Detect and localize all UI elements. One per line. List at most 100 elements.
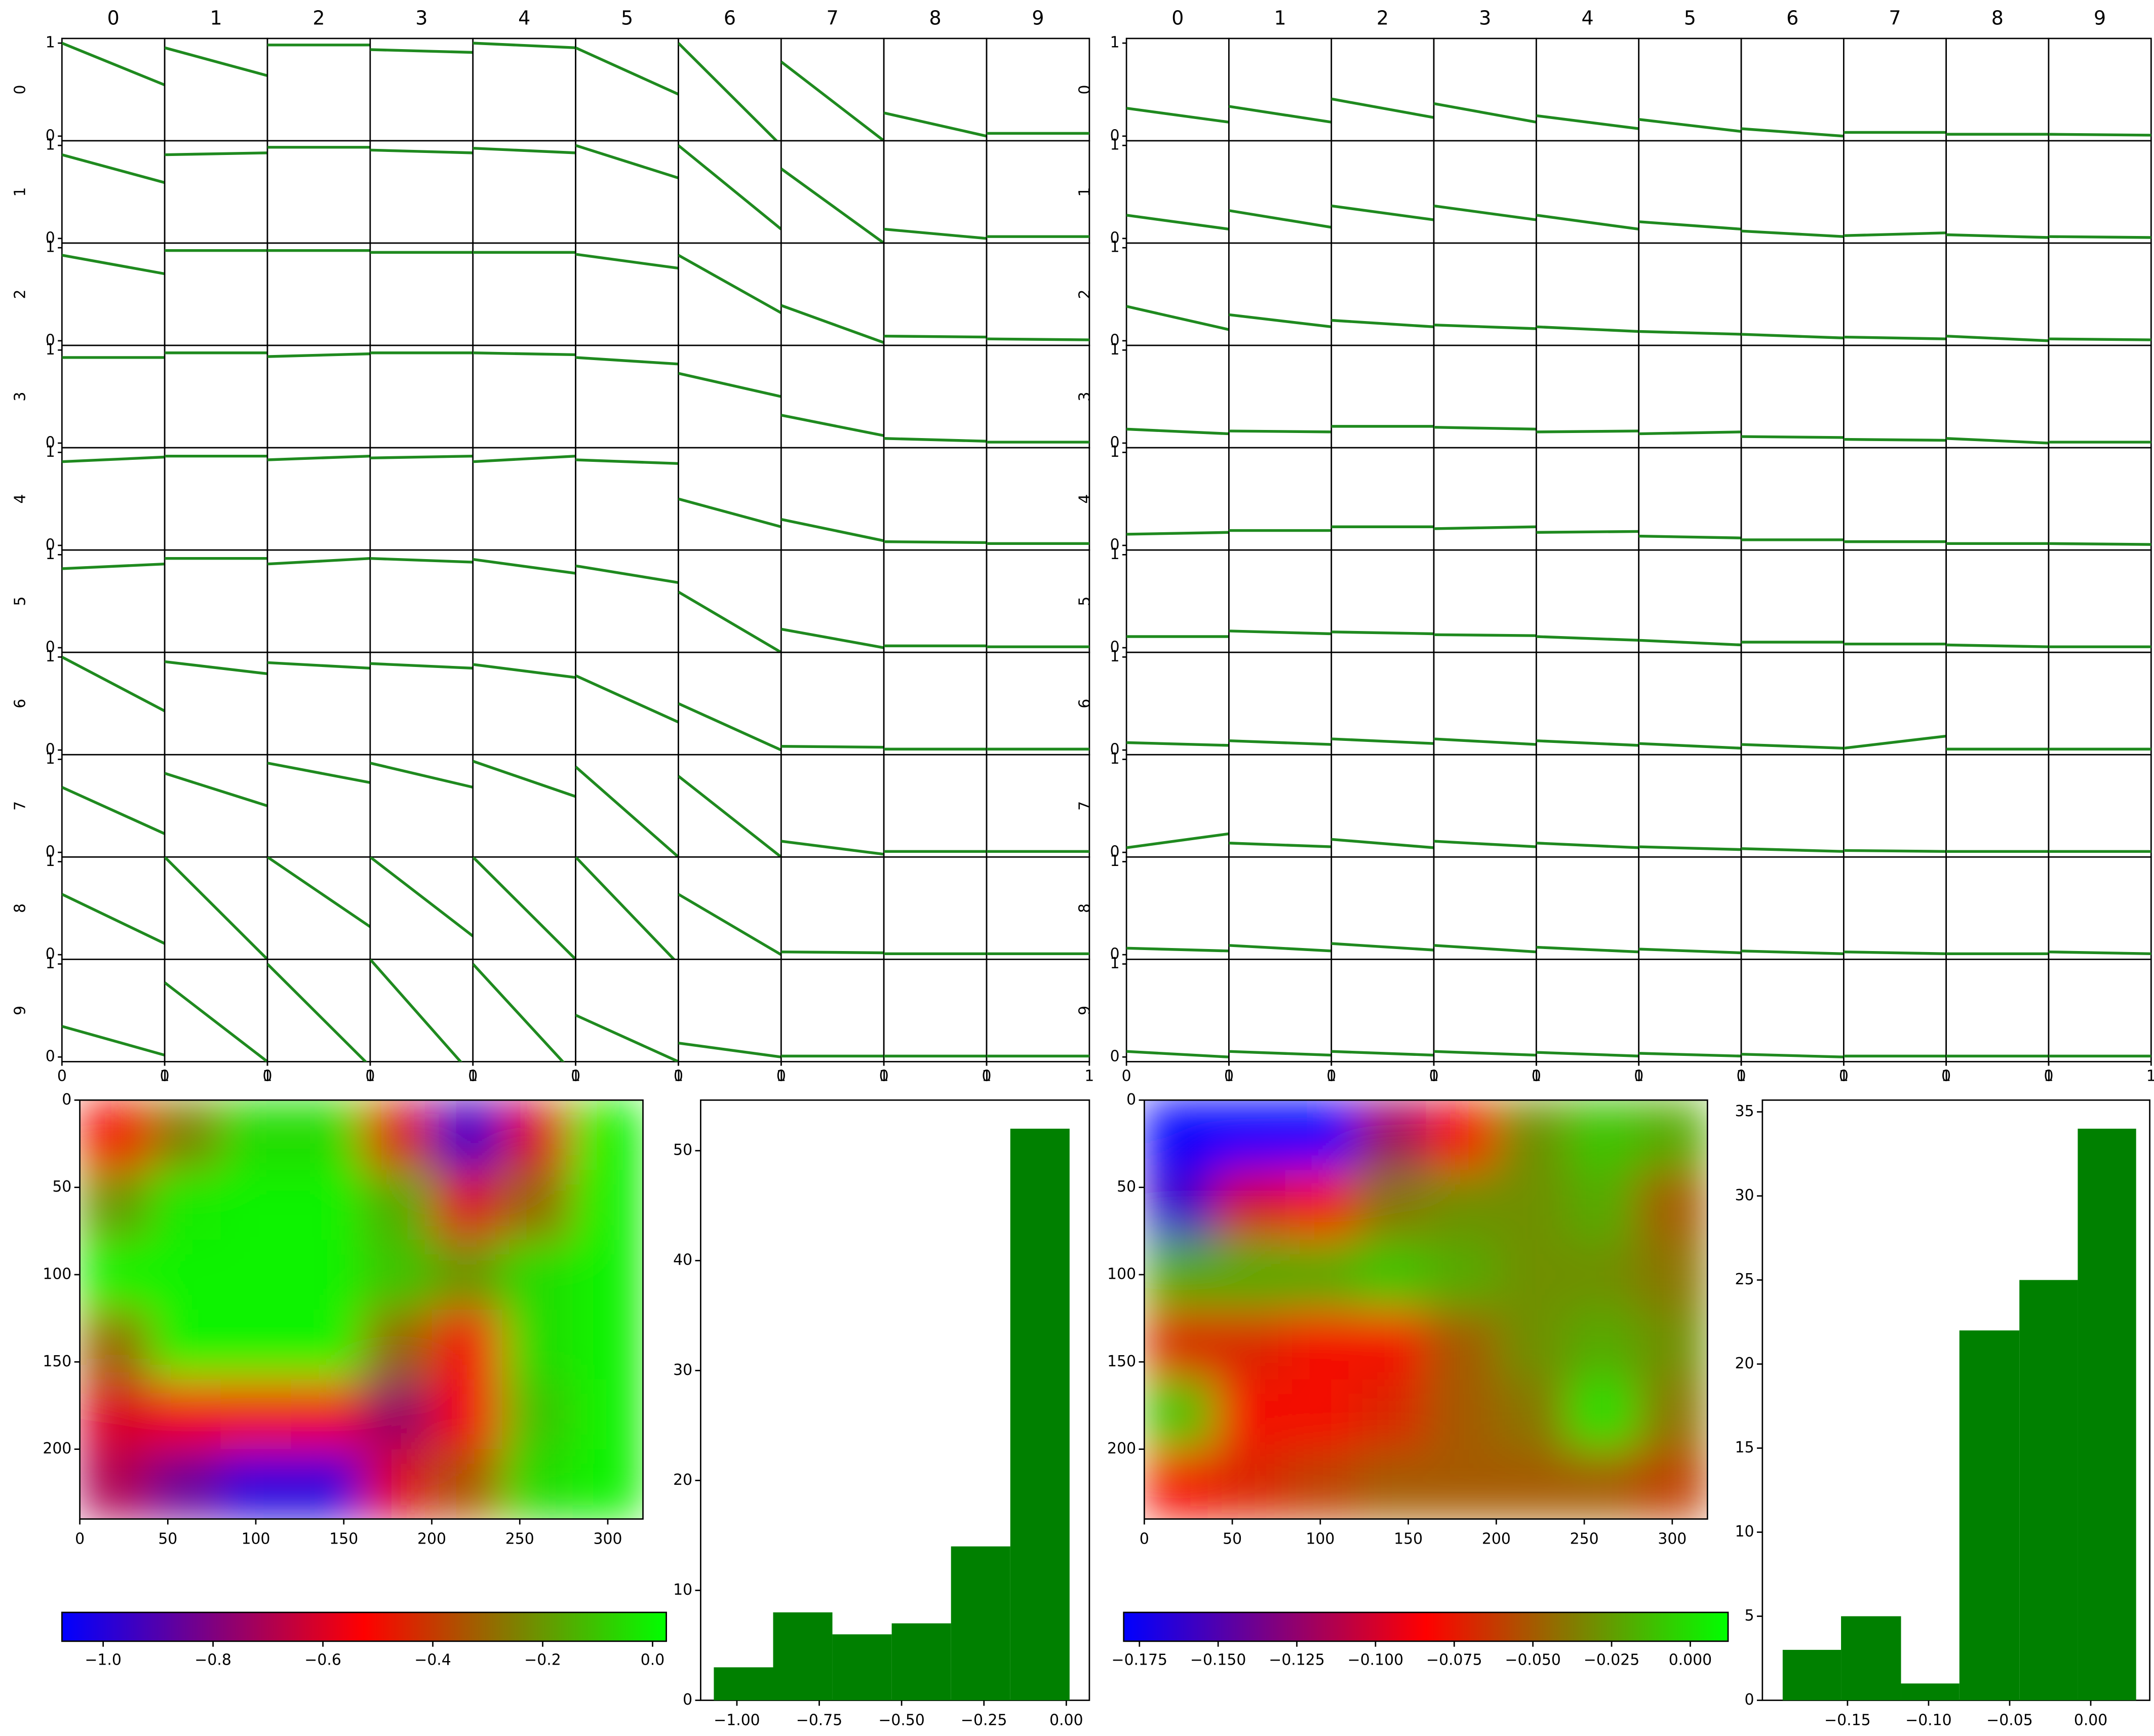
subplot-frame bbox=[1638, 958, 1742, 1062]
y-tick-label: 0 bbox=[1745, 1691, 1754, 1709]
fit-line bbox=[2048, 235, 2151, 239]
x-tick-label: 0 bbox=[776, 1068, 786, 1085]
colorbar bbox=[61, 1611, 667, 1642]
x-tick-label: 0 bbox=[263, 1068, 272, 1085]
heatmap-cell bbox=[1566, 1379, 1638, 1450]
heatmap-cell bbox=[1355, 1449, 1427, 1519]
fit-line bbox=[370, 662, 473, 670]
fit-line bbox=[473, 146, 576, 154]
subplot-frame bbox=[1125, 37, 1230, 142]
y-tick-label: 1 bbox=[1110, 852, 1120, 870]
fit-line bbox=[1946, 233, 2049, 239]
subplot-frame bbox=[678, 856, 782, 960]
subplot-frame bbox=[1228, 856, 1333, 960]
heatmap-cell bbox=[432, 1170, 503, 1241]
x-tick-label: 1 bbox=[468, 1068, 478, 1085]
subplot-frame bbox=[369, 344, 474, 449]
subplot-frame bbox=[575, 242, 679, 346]
colorbar-tick-label: −0.2 bbox=[524, 1651, 561, 1669]
heatmap-cell bbox=[1285, 1170, 1356, 1241]
subplot-frame bbox=[61, 344, 166, 449]
subplot-frame bbox=[1433, 856, 1537, 960]
subplot-frame bbox=[1843, 344, 1947, 449]
subplot-frame bbox=[1945, 242, 2050, 346]
subplot-frame bbox=[164, 140, 268, 244]
fit-line bbox=[1229, 313, 1331, 329]
heatmap-cell bbox=[502, 1449, 573, 1519]
colorbar-tick-label: −0.8 bbox=[194, 1651, 231, 1669]
heatmap-cell bbox=[80, 1100, 151, 1171]
x-tick-label: 0 bbox=[1737, 1068, 1746, 1085]
fit-line bbox=[1229, 1050, 1331, 1057]
subplot-frame bbox=[1433, 549, 1537, 653]
subplot-frame bbox=[780, 958, 885, 1062]
fit-line bbox=[1844, 438, 1946, 442]
y-tick-label: 0 bbox=[46, 1048, 55, 1066]
fit-line bbox=[1536, 842, 1639, 849]
x-tick-label: 0 bbox=[1941, 1068, 1951, 1085]
subplot-frame bbox=[472, 651, 576, 756]
fit-line bbox=[62, 893, 165, 945]
column-label: 5 bbox=[621, 7, 633, 29]
fit-line bbox=[1331, 630, 1434, 636]
subplot-frame bbox=[1330, 37, 1435, 142]
subplot-frame bbox=[1330, 856, 1435, 960]
fit-line bbox=[1638, 845, 1742, 851]
subplot-frame bbox=[1330, 447, 1435, 551]
x-tick-label: 0 bbox=[571, 1068, 580, 1085]
heatmap-cell bbox=[572, 1379, 643, 1450]
x-tick-label: 1 bbox=[2044, 1068, 2053, 1085]
fit-line bbox=[575, 144, 679, 180]
heatmap-cell bbox=[291, 1309, 362, 1380]
fit-line bbox=[575, 674, 679, 724]
subplot-frame bbox=[164, 37, 268, 142]
heatmap-cell bbox=[1637, 1449, 1708, 1519]
subplot-frame bbox=[1125, 651, 1230, 756]
subplot-frame bbox=[2048, 242, 2152, 346]
subplot-frame bbox=[1843, 958, 1947, 1062]
heatmap-cell bbox=[291, 1379, 362, 1450]
colorbar-tick-label: −0.050 bbox=[1505, 1651, 1560, 1669]
hist-bar bbox=[714, 1667, 773, 1701]
subplot-frame bbox=[1330, 344, 1435, 449]
x-tick-label: 1 bbox=[571, 1068, 580, 1085]
subplot-frame bbox=[986, 754, 1090, 858]
heatmap-cell bbox=[1496, 1100, 1568, 1171]
heatmap-cell bbox=[1566, 1100, 1638, 1171]
subplot-frame bbox=[1330, 140, 1435, 244]
subplot-frame bbox=[780, 242, 885, 346]
y-tick-label: 25 bbox=[1735, 1271, 1754, 1288]
heatmap-cell bbox=[502, 1309, 573, 1380]
fit-line bbox=[1229, 105, 1331, 124]
subplot-frame bbox=[1945, 344, 2050, 449]
subplot-frame bbox=[1125, 958, 1230, 1062]
column-label: 4 bbox=[518, 7, 530, 29]
y-tick-label: 1 bbox=[46, 443, 55, 461]
y-tick-label: 0 bbox=[1110, 1048, 1120, 1066]
y-tick-label: 1 bbox=[1110, 136, 1120, 154]
column-label: 2 bbox=[312, 7, 325, 29]
heatmap-cell bbox=[572, 1100, 643, 1171]
heatmap-cell bbox=[1496, 1240, 1568, 1311]
subplot-frame bbox=[575, 754, 679, 858]
hist-bar bbox=[951, 1546, 1010, 1701]
y-tick-label: 150 bbox=[43, 1353, 71, 1370]
fit-line bbox=[1126, 305, 1229, 331]
fit-line bbox=[1741, 127, 1844, 138]
heatmap-cell bbox=[432, 1379, 503, 1450]
subplot-frame bbox=[2048, 344, 2152, 449]
heatmap-cell bbox=[1144, 1449, 1216, 1519]
heatmap-cell bbox=[80, 1240, 151, 1311]
subplot-frame bbox=[780, 651, 885, 756]
fit-line bbox=[1434, 102, 1537, 124]
fit-line bbox=[1536, 739, 1639, 747]
subplot-frame bbox=[1740, 754, 1845, 858]
fit-line bbox=[267, 857, 370, 928]
colorbar-tick-label: −0.075 bbox=[1426, 1651, 1482, 1669]
subplot-frame bbox=[1638, 37, 1742, 142]
column-label: 2 bbox=[1377, 7, 1389, 29]
fit-line bbox=[1434, 633, 1537, 637]
fit-line bbox=[1126, 832, 1229, 849]
x-tick-label: −0.25 bbox=[961, 1712, 1007, 1729]
heatmap-cell bbox=[1496, 1379, 1568, 1450]
